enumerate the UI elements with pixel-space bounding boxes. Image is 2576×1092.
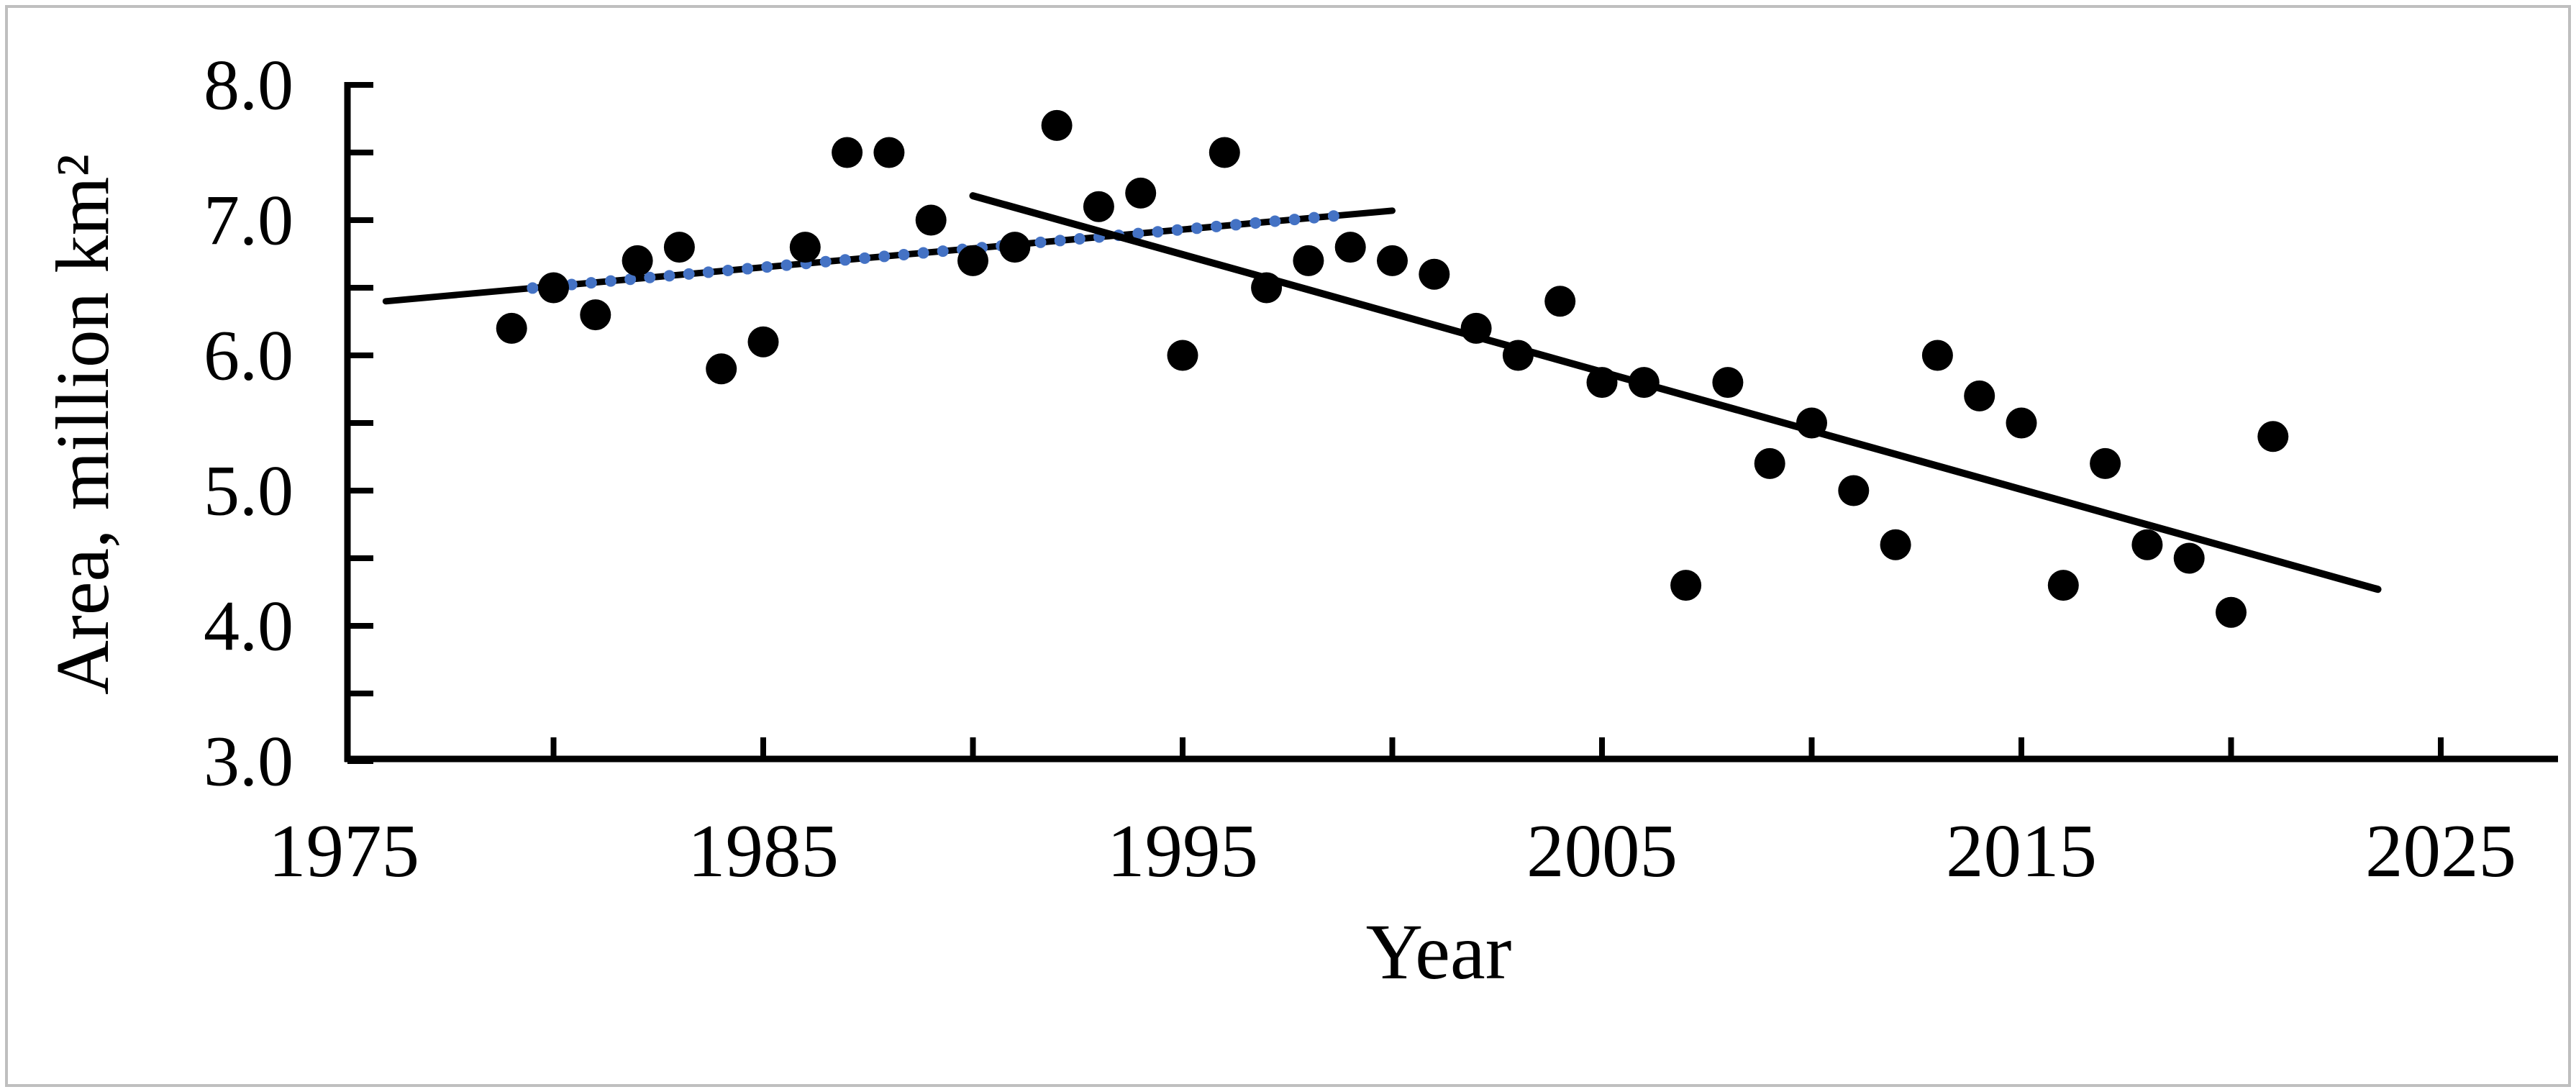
trend-dotted-overlay-dot xyxy=(722,264,734,276)
data-point xyxy=(747,326,779,358)
trend-dotted-overlay-dot xyxy=(604,275,616,287)
trend-dotted-overlay-dot xyxy=(702,266,714,278)
trend-dotted-overlay-dot xyxy=(1230,219,1242,231)
data-point xyxy=(2131,529,2163,560)
data-points-layer xyxy=(496,109,2289,628)
x-axis-title: Year xyxy=(1366,908,1512,996)
data-point xyxy=(1041,109,1073,141)
trend-dotted-overlay-dot xyxy=(527,282,539,294)
trend-dotted-overlay-dot xyxy=(1073,232,1086,245)
data-point xyxy=(873,137,905,168)
data-point xyxy=(1377,245,1408,276)
data-point xyxy=(2047,570,2079,601)
data-point xyxy=(1921,340,1953,371)
trend-dotted-overlay-dot xyxy=(898,248,910,260)
trend-dotted-overlay-dot xyxy=(663,270,675,282)
data-point xyxy=(706,353,737,385)
data-point xyxy=(1754,447,1785,479)
trend-dotted-overlay-dot xyxy=(761,261,773,273)
trend-dotted-overlay-dot xyxy=(624,273,637,286)
data-point xyxy=(832,137,863,168)
data-point xyxy=(999,232,1031,263)
trend-dotted-overlay-dot xyxy=(878,250,891,263)
data-point xyxy=(2006,407,2037,439)
data-point xyxy=(1167,340,1198,371)
y-tick-label: 3.0 xyxy=(204,722,293,801)
trend-dotted-overlay-dot xyxy=(917,247,929,259)
data-point xyxy=(2090,447,2121,479)
y-tick-label: 8.0 xyxy=(204,45,293,125)
trend-dotted-overlay-dot xyxy=(859,252,871,264)
data-point xyxy=(1251,272,1283,304)
data-point xyxy=(1544,286,1576,317)
y-tick-label: 7.0 xyxy=(204,181,293,260)
trend-dotted-overlay-dot xyxy=(839,254,851,266)
x-tick-label: 2025 xyxy=(2365,809,2516,893)
trend-dotted-overlay-dot xyxy=(1191,222,1203,235)
data-point xyxy=(1502,340,1534,371)
y-tick-label: 6.0 xyxy=(204,316,293,396)
data-point xyxy=(663,232,695,263)
data-point xyxy=(1712,367,1744,399)
data-point xyxy=(1293,245,1324,276)
y-tick-label: 5.0 xyxy=(204,451,293,531)
trend-dotted-overlay-dot xyxy=(780,259,793,271)
trend-dotted-overlay-dot xyxy=(1308,211,1320,224)
data-point xyxy=(1209,137,1240,168)
x-tick-label: 1985 xyxy=(688,809,839,893)
data-point xyxy=(957,245,988,276)
data-point xyxy=(1880,529,1911,560)
x-tick-label: 2005 xyxy=(1526,809,1678,893)
data-point xyxy=(1334,232,1366,263)
data-point xyxy=(789,232,821,263)
trend-dotted-overlay-dot xyxy=(1171,224,1183,236)
trend-dotted-overlay-dot xyxy=(1210,220,1222,232)
data-point xyxy=(2257,421,2289,452)
trend-dotted-overlay-dot xyxy=(1034,236,1047,248)
data-point xyxy=(496,312,527,344)
x-tick-label: 1975 xyxy=(268,809,419,893)
trend-dotted-overlay-dot xyxy=(585,277,597,289)
data-point xyxy=(1419,258,1450,290)
data-point xyxy=(2216,596,2247,628)
late-period-trend-line xyxy=(969,192,2382,593)
trend-dotted-overlay-dot xyxy=(819,255,832,268)
y-tick-label: 4.0 xyxy=(204,586,293,666)
data-point xyxy=(1083,191,1114,222)
data-point xyxy=(1125,177,1157,209)
data-point xyxy=(1586,367,1618,399)
tick-labels-layer: 8.0 7.0 6.0 5.0 4.0 3.0 1975 1985 1995 2005 2015 20… xyxy=(204,45,2516,893)
trend-dotted-overlay-dot xyxy=(644,271,656,283)
x-tick-label: 2015 xyxy=(1946,809,2097,893)
data-point xyxy=(1838,475,1870,506)
trend-dotted-overlay-dot xyxy=(1132,227,1144,240)
data-point xyxy=(1628,367,1660,399)
x-tick-label: 1995 xyxy=(1107,809,1258,893)
trend-dotted-overlay-dot xyxy=(1152,226,1164,238)
trend-dotted-overlay-dot xyxy=(1269,215,1281,227)
data-point xyxy=(538,272,569,304)
trend-dotted-overlay-dot xyxy=(1250,217,1262,229)
figure-border xyxy=(5,5,2571,1087)
ticks-layer xyxy=(347,82,2444,764)
trend-dotted-overlay-dot xyxy=(683,268,695,280)
data-point xyxy=(622,245,653,276)
data-point xyxy=(1796,407,1827,439)
trend-dotted-overlay-dot xyxy=(1288,214,1301,226)
trend-dotted-overlay-dot xyxy=(1054,235,1066,247)
data-point xyxy=(2173,542,2205,574)
trend-dotted-overlay-dot xyxy=(742,263,754,275)
trend-dotted-overlay-dot xyxy=(937,245,949,258)
y-axis-title: Area, million km² xyxy=(40,154,124,695)
data-point xyxy=(1964,380,1995,411)
data-point xyxy=(915,204,947,236)
data-point xyxy=(1460,312,1492,344)
data-point xyxy=(580,299,611,331)
data-point xyxy=(1670,570,1702,601)
trend-dotted-overlay-dot xyxy=(1327,210,1339,222)
